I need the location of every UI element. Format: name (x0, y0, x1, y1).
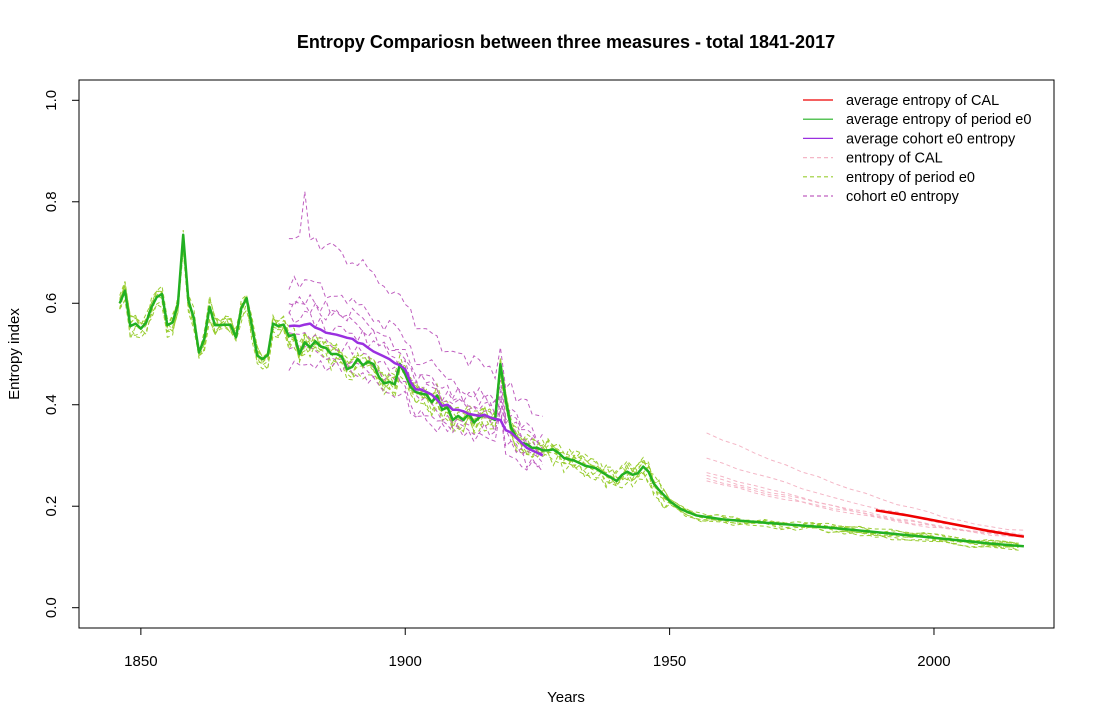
y-axis: 0.0 0.2 0.4 0.6 0.8 1.0 (43, 90, 80, 618)
series-avg-cohort (288, 322, 544, 457)
period-e0-line (119, 237, 1019, 547)
period-e0-line (119, 250, 1019, 551)
y-tick-label: 0.6 (43, 293, 60, 314)
legend-label: entropy of CAL (846, 151, 943, 167)
x-axis-label: Years (547, 689, 585, 706)
y-tick-label: 0.8 (43, 191, 60, 212)
series-avg-cal (875, 509, 1025, 538)
y-axis-label: Entropy index (6, 308, 23, 400)
legend-label: average cohort e0 entropy (846, 131, 1016, 147)
cohort-e0-line (288, 310, 544, 456)
y-tick-label: 0.4 (43, 394, 60, 415)
x-tick-label: 1950 (653, 653, 686, 670)
legend: average entropy of CAL average entropy of… (803, 93, 1031, 205)
chart-title: Entropy Compariosn between three measure… (297, 32, 835, 52)
y-tick-label: 1.0 (43, 90, 60, 111)
cal-line (706, 474, 1024, 536)
average-lines (118, 233, 1025, 548)
legend-label: average entropy of CAL (846, 93, 999, 109)
period-e0-line (119, 229, 1019, 548)
y-tick-label: 0.2 (43, 496, 60, 517)
x-tick-label: 2000 (917, 653, 950, 670)
period-e0-line (119, 233, 1019, 544)
individual-lines (119, 191, 1024, 551)
x-tick-label: 1850 (124, 653, 157, 670)
legend-label: average entropy of period e0 (846, 112, 1031, 128)
cohort-e0-line (288, 293, 544, 450)
period-e0-line (119, 246, 1019, 548)
x-axis: 1850 1900 1950 2000 (124, 627, 951, 670)
period-e0-line (119, 239, 1019, 549)
x-tick-label: 1900 (389, 653, 422, 670)
period-e0-line (119, 242, 1019, 551)
cal-line (706, 472, 1024, 536)
y-tick-label: 0.0 (43, 597, 60, 618)
cohort-e0-line (288, 332, 544, 464)
cohort-e0-line (288, 275, 544, 444)
cohort-e0-line (288, 359, 544, 473)
period-e0-line (119, 233, 1019, 544)
legend-label: entropy of period e0 (846, 170, 975, 186)
cal-line (706, 480, 1024, 538)
series-avg-period (118, 233, 1025, 548)
cal-line (706, 477, 1024, 537)
period-e0-line (119, 236, 1019, 544)
legend-label: cohort e0 entropy (846, 189, 960, 205)
cohort-e0-line (288, 300, 543, 454)
cal-line (706, 432, 1024, 531)
cohort-e0-line (288, 345, 543, 469)
